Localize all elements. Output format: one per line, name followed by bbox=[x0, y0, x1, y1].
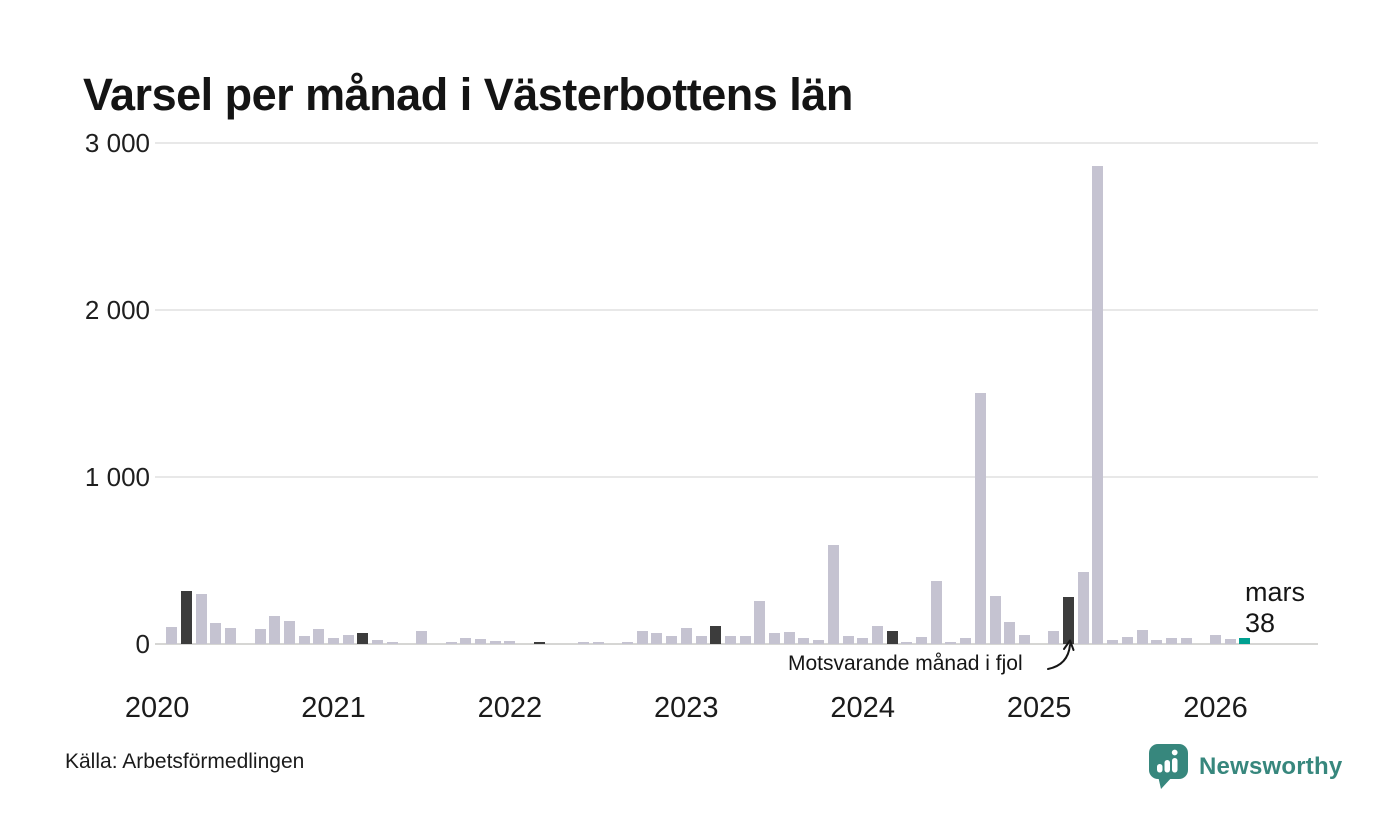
bar-2024-09 bbox=[974, 392, 986, 644]
bar-2023-03 bbox=[710, 625, 722, 644]
bar-2025-03 bbox=[1063, 597, 1074, 644]
x-tick-label-2025: 2025 bbox=[1006, 692, 1072, 724]
y-gridline bbox=[155, 309, 1318, 311]
bar-2021-12 bbox=[489, 641, 501, 644]
y-tick-label: 3 000 bbox=[84, 128, 150, 158]
bar-2020-09 bbox=[269, 616, 281, 644]
bar-2024-07 bbox=[945, 641, 957, 644]
x-tick-label-2020: 2020 bbox=[124, 692, 190, 724]
newsworthy-logo-text: Newsworthy bbox=[1199, 752, 1343, 780]
x-tick-label-2026: 2026 bbox=[1183, 692, 1248, 724]
bar-2024-02 bbox=[871, 625, 883, 644]
bar-2021-05 bbox=[386, 642, 398, 644]
bar-2021-03 bbox=[357, 633, 369, 644]
bar-2021-04 bbox=[372, 639, 384, 644]
bar-2025-09 bbox=[1151, 639, 1163, 644]
bar-2025-06 bbox=[1107, 639, 1119, 644]
bar-2025-11 bbox=[1180, 638, 1192, 644]
bar-2020-02 bbox=[166, 627, 178, 644]
bar-2026-01 bbox=[1210, 634, 1221, 644]
bar-2024-12 bbox=[1018, 634, 1030, 644]
bar-2020-11 bbox=[298, 635, 310, 644]
bar-2023-01 bbox=[680, 628, 692, 644]
bar-2022-09 bbox=[622, 642, 633, 644]
bar-2021-01 bbox=[328, 638, 339, 644]
bar-2021-10 bbox=[460, 638, 472, 644]
bar-2020-06 bbox=[225, 628, 237, 644]
bar-2020-12 bbox=[313, 628, 325, 644]
bar-2024-10 bbox=[989, 595, 1001, 644]
prev-year-annotation: Motsvarande månad i fjol bbox=[788, 652, 1023, 675]
bar-2023-06 bbox=[754, 600, 766, 644]
current-month-name: mars bbox=[1245, 577, 1305, 607]
x-axis-line bbox=[155, 643, 1318, 645]
bar-2025-04 bbox=[1077, 572, 1089, 644]
bar-2024-06 bbox=[930, 580, 942, 644]
bar-2024-08 bbox=[960, 638, 972, 644]
bar-2021-07 bbox=[416, 631, 428, 644]
x-tick-label-2024: 2024 bbox=[830, 692, 895, 724]
bar-2025-05 bbox=[1092, 166, 1104, 644]
bar-2023-10 bbox=[813, 639, 825, 644]
bar-2022-01 bbox=[504, 641, 516, 644]
bar-2020-03 bbox=[181, 590, 192, 644]
bar-2023-04 bbox=[724, 635, 736, 644]
x-tick-label-2023: 2023 bbox=[654, 692, 719, 724]
newsworthy-logo[interactable]: Newsworthy bbox=[1148, 744, 1342, 789]
y-tick-label: 2 000 bbox=[84, 295, 150, 325]
bar-2026-03 bbox=[1239, 637, 1251, 644]
bar-2022-07 bbox=[592, 642, 604, 644]
x-tick-label-2021: 2021 bbox=[301, 692, 366, 724]
bar-2022-10 bbox=[636, 630, 648, 644]
bar-2026-02 bbox=[1224, 639, 1236, 644]
y-tick-label: 1 000 bbox=[84, 462, 150, 492]
y-tick-label: 0 bbox=[135, 629, 150, 659]
bar-2024-03 bbox=[886, 631, 898, 644]
bar-2025-10 bbox=[1165, 638, 1177, 644]
bar-2020-04 bbox=[195, 593, 207, 644]
bar-2022-12 bbox=[666, 635, 678, 644]
y-gridline bbox=[155, 142, 1318, 144]
current-month-label: mars 38 bbox=[1245, 577, 1305, 639]
bar-2023-08 bbox=[783, 632, 795, 644]
bar-2024-11 bbox=[1004, 622, 1016, 644]
bar-2023-02 bbox=[695, 635, 707, 644]
bar-2023-05 bbox=[739, 636, 751, 644]
bar-2023-09 bbox=[798, 638, 810, 644]
bar-2023-11 bbox=[827, 545, 839, 644]
bar-2020-10 bbox=[283, 620, 295, 644]
chart-title: Varsel per månad i Västerbottens län bbox=[83, 69, 853, 120]
y-gridline bbox=[155, 476, 1318, 478]
annotation-arrow-icon bbox=[1047, 639, 1075, 670]
plot-area bbox=[155, 142, 1318, 645]
current-month-value: 38 bbox=[1245, 608, 1276, 638]
bar-2022-11 bbox=[651, 632, 663, 644]
bar-2022-03 bbox=[533, 642, 545, 644]
bar-2024-05 bbox=[916, 636, 927, 644]
bar-2025-08 bbox=[1136, 629, 1148, 644]
x-axis-labels: 2020 2021 2022 2023 2024 2025 2026 bbox=[0, 692, 1400, 728]
bar-2021-11 bbox=[475, 639, 486, 644]
newsworthy-logo-icon bbox=[1149, 744, 1188, 789]
x-tick-label-2022: 2022 bbox=[477, 692, 543, 724]
bar-2021-09 bbox=[445, 642, 457, 644]
source-note: Källa: Arbetsförmedlingen bbox=[65, 750, 305, 773]
bar-2025-02 bbox=[1048, 631, 1060, 644]
bar-2025-07 bbox=[1121, 636, 1133, 644]
bar-2024-04 bbox=[901, 641, 913, 644]
bar-2020-08 bbox=[254, 628, 266, 644]
bar-2021-02 bbox=[342, 634, 354, 644]
bar-2023-12 bbox=[842, 635, 854, 644]
bar-2023-07 bbox=[769, 632, 780, 644]
bar-2024-01 bbox=[857, 638, 869, 644]
bar-2020-05 bbox=[210, 623, 222, 644]
bar-2022-06 bbox=[577, 642, 589, 644]
